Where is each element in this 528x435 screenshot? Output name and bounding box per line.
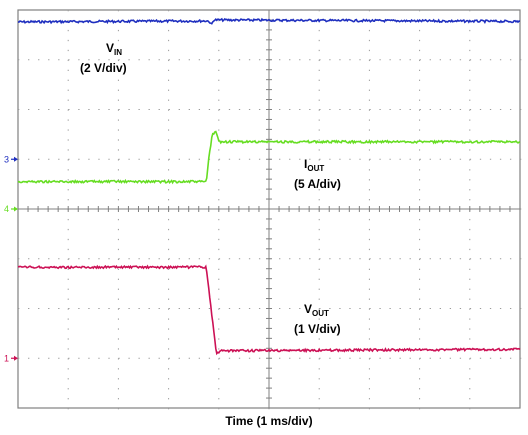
channel-marker-label: 1 <box>4 353 9 363</box>
channel-marker-head <box>14 355 18 361</box>
vin-scale: (2 V/div) <box>80 61 127 75</box>
channel-marker-label: 3 <box>4 154 9 164</box>
graticule <box>17 9 522 410</box>
iout-label: IOUT <box>304 157 324 173</box>
trace-line <box>17 17 521 25</box>
vout-label: VOUT <box>304 302 329 318</box>
iout-scale: (5 A/div) <box>294 177 341 191</box>
trace-line <box>17 264 521 356</box>
channel-marker-head <box>14 156 18 162</box>
channel-marker-head <box>14 206 18 212</box>
trace-line <box>17 130 521 185</box>
vout-scale: (1 V/div) <box>294 322 341 336</box>
traces <box>17 17 521 356</box>
x-axis-label: Time (1 ms/div) <box>225 414 312 428</box>
vin-label: VIN <box>106 41 122 57</box>
channel-marker-label: 4 <box>4 204 9 214</box>
channel-markers: 3 4 1 <box>4 154 18 363</box>
